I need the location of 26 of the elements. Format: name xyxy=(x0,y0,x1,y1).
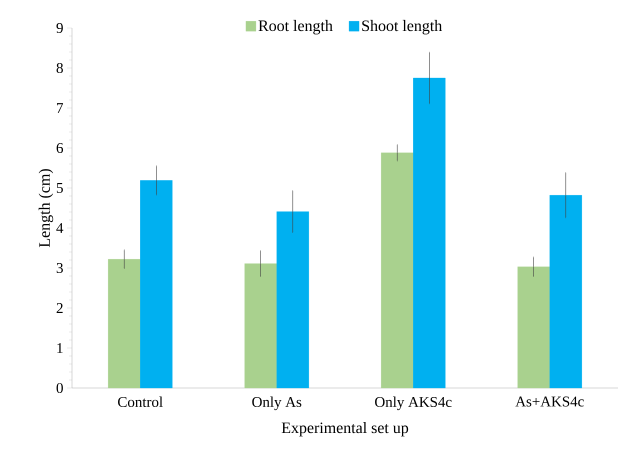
bar xyxy=(413,78,446,388)
bar xyxy=(518,266,550,388)
bar xyxy=(108,259,140,388)
y-tick-label: 1 xyxy=(57,343,63,353)
y-axis-title: Length (cm) xyxy=(38,169,54,248)
y-tick-label: 0 xyxy=(56,382,63,394)
y-tick-label: 2 xyxy=(56,303,63,313)
y-tick-label: 4 xyxy=(56,223,64,233)
y-tick-label: 9 xyxy=(56,22,63,34)
bar xyxy=(381,152,414,388)
y-tick-label: 8 xyxy=(56,62,63,74)
x-tick-label: Only As xyxy=(252,396,302,410)
bar xyxy=(276,211,309,388)
y-tick-label: 5 xyxy=(56,183,63,193)
bar xyxy=(550,195,582,388)
bar xyxy=(140,180,172,388)
y-tick-label: 7 xyxy=(56,103,64,113)
bar xyxy=(244,263,277,388)
y-tick-label: 6 xyxy=(56,142,64,154)
legend-label: Shoot length xyxy=(362,20,442,34)
x-tick-label: Only AKS4c xyxy=(375,396,452,410)
x-tick-label: Control xyxy=(118,396,163,408)
y-tick-label: 3 xyxy=(56,262,63,274)
x-axis-title: Experimental set up xyxy=(282,422,408,436)
legend-label: Root length xyxy=(258,20,333,34)
x-tick-label: As+AKS4c xyxy=(515,396,584,407)
